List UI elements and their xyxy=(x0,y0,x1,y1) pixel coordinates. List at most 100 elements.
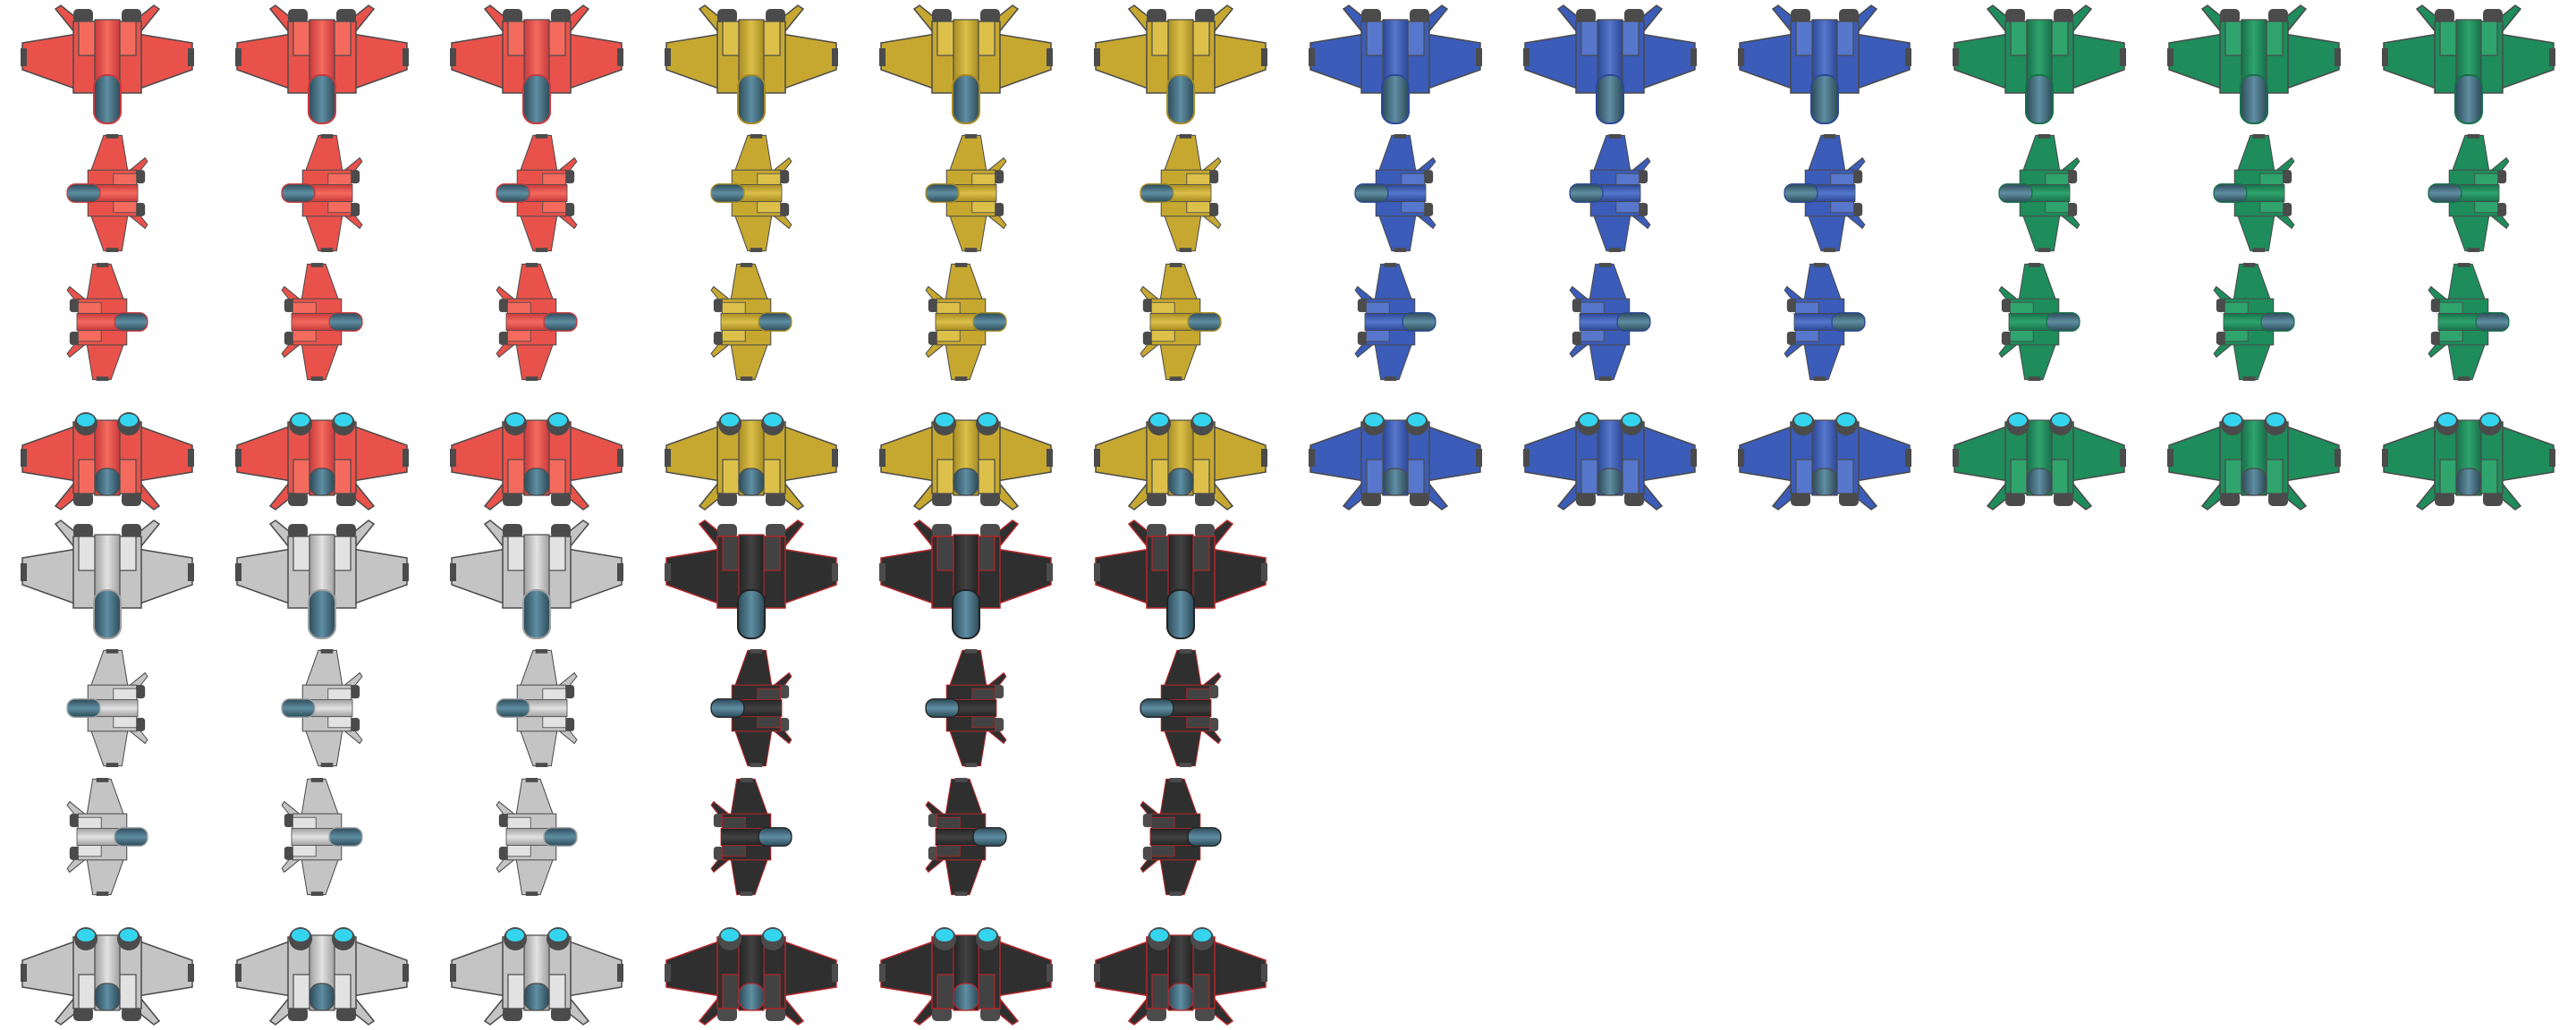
ship-sprite-graphic xyxy=(710,778,792,896)
ship-sprite-red-right-frame-3 xyxy=(429,258,644,386)
ship-sprite-graphic xyxy=(665,519,838,639)
ship-sprite-green-left-frame-1 xyxy=(1932,129,2147,258)
ship-sprite-green-left-frame-3 xyxy=(2361,129,2576,258)
ship-sprite-black-down-frame-1 xyxy=(644,515,859,644)
ship-sprite-gray-right-frame-2 xyxy=(215,772,429,901)
ship-sprite-yellow-right-frame-1 xyxy=(644,258,859,386)
ship-sprite-graphic xyxy=(1523,4,1697,124)
ship-sprite-graphic xyxy=(450,927,623,1026)
ship-sprite-graphic xyxy=(1998,263,2080,381)
ship-sprite-gray-right-frame-1 xyxy=(0,772,215,901)
ship-sprite-graphic xyxy=(925,778,1007,896)
ship-sprite-graphic xyxy=(665,412,838,511)
ship-sprite-graphic xyxy=(496,649,578,767)
ship-sprite-gray-down-frame-2 xyxy=(215,515,429,644)
ship-sprite-gray-up-frame-2 xyxy=(215,901,429,1030)
ship-sprite-graphic xyxy=(1094,519,1267,639)
ship-sprite-yellow-up-frame-1 xyxy=(644,386,859,515)
ship-sprite-graphic xyxy=(450,412,623,511)
ship-sprite-graphic xyxy=(879,412,1053,511)
ship-sprite-graphic xyxy=(710,263,792,381)
ship-sprite-graphic xyxy=(925,649,1007,767)
ship-sprite-red-down-frame-1 xyxy=(0,0,215,129)
ship-sprite-black-up-frame-3 xyxy=(1073,901,1288,1030)
ship-sprite-graphic xyxy=(1140,649,1222,767)
ship-sprite-graphic xyxy=(925,263,1007,381)
ship-sprite-graphic xyxy=(281,649,363,767)
ship-sprite-graphic xyxy=(235,4,409,124)
ship-sprite-graphic xyxy=(450,4,623,124)
ship-sprite-graphic xyxy=(1784,263,1866,381)
ship-sprite-graphic xyxy=(496,134,578,252)
ship-sprite-green-left-frame-2 xyxy=(2147,129,2361,258)
ship-sprite-graphic xyxy=(281,263,363,381)
ship-sprite-graphic xyxy=(2428,134,2510,252)
ship-sprite-graphic xyxy=(1953,412,2126,511)
ship-sprite-graphic xyxy=(1784,134,1866,252)
ship-sprite-green-right-frame-2 xyxy=(2147,258,2361,386)
ship-sprite-gray-down-frame-1 xyxy=(0,515,215,644)
ship-sprite-graphic xyxy=(235,412,409,511)
ship-sprite-green-up-frame-1 xyxy=(1932,386,2147,515)
ship-sprite-graphic xyxy=(1309,4,1482,124)
ship-sprite-blue-right-frame-2 xyxy=(1503,258,1717,386)
ship-sprite-graphic xyxy=(665,4,838,124)
ship-sprite-black-left-frame-3 xyxy=(1073,644,1288,772)
ship-sprite-black-down-frame-3 xyxy=(1073,515,1288,644)
ship-sprite-yellow-down-frame-2 xyxy=(859,0,1073,129)
ship-sprite-graphic xyxy=(66,263,148,381)
ship-sprite-graphic xyxy=(450,519,623,639)
ship-sprite-green-down-frame-2 xyxy=(2147,0,2361,129)
ship-sprite-black-right-frame-2 xyxy=(859,772,1073,901)
ship-sprite-blue-up-frame-3 xyxy=(1717,386,1932,515)
ship-sprite-graphic xyxy=(1569,134,1651,252)
ship-sprite-red-left-frame-2 xyxy=(215,129,429,258)
ship-sprite-graphic xyxy=(1738,412,1911,511)
ship-sprite-graphic xyxy=(1094,412,1267,511)
ship-sprite-graphic xyxy=(1738,4,1911,124)
ship-sprite-graphic xyxy=(710,134,792,252)
ship-sprite-blue-right-frame-3 xyxy=(1717,258,1932,386)
ship-sprite-yellow-left-frame-2 xyxy=(859,129,1073,258)
ship-sprite-red-down-frame-2 xyxy=(215,0,429,129)
ship-sprite-yellow-right-frame-2 xyxy=(859,258,1073,386)
ship-sprite-black-up-frame-1 xyxy=(644,901,859,1030)
ship-sprite-graphic xyxy=(1953,4,2126,124)
ship-sprite-red-right-frame-1 xyxy=(0,258,215,386)
ship-sprite-black-right-frame-1 xyxy=(644,772,859,901)
ship-sprite-yellow-down-frame-3 xyxy=(1073,0,1288,129)
ship-sprite-black-right-frame-3 xyxy=(1073,772,1288,901)
ship-sprite-graphic xyxy=(879,927,1053,1026)
ship-sprite-black-left-frame-1 xyxy=(644,644,859,772)
ship-sprite-graphic xyxy=(2213,134,2295,252)
ship-sprite-graphic xyxy=(66,778,148,896)
ship-sprite-black-down-frame-2 xyxy=(859,515,1073,644)
ship-sprite-blue-down-frame-3 xyxy=(1717,0,1932,129)
ship-sprite-green-up-frame-3 xyxy=(2361,386,2576,515)
ship-sprite-green-right-frame-1 xyxy=(1932,258,2147,386)
ship-sprite-graphic xyxy=(21,4,194,124)
ship-sprite-green-down-frame-1 xyxy=(1932,0,2147,129)
ship-sprite-graphic xyxy=(1309,412,1482,511)
ship-sprite-green-up-frame-2 xyxy=(2147,386,2361,515)
ship-sprite-red-right-frame-2 xyxy=(215,258,429,386)
ship-sprite-red-up-frame-1 xyxy=(0,386,215,515)
ship-sprite-graphic xyxy=(1569,263,1651,381)
ship-sprite-yellow-left-frame-1 xyxy=(644,129,859,258)
ship-sprite-graphic xyxy=(1140,134,1222,252)
ship-sprite-graphic xyxy=(496,263,578,381)
ship-sprite-graphic xyxy=(66,649,148,767)
ship-sprite-graphic xyxy=(2167,4,2341,124)
ship-sprite-black-left-frame-2 xyxy=(859,644,1073,772)
ship-sprite-graphic xyxy=(1998,134,2080,252)
ship-sprite-yellow-up-frame-2 xyxy=(859,386,1073,515)
ship-sprite-graphic xyxy=(1354,134,1436,252)
ship-sprite-graphic xyxy=(21,927,194,1026)
ship-sprite-gray-left-frame-3 xyxy=(429,644,644,772)
ship-sprite-red-left-frame-1 xyxy=(0,129,215,258)
ship-sprite-blue-left-frame-1 xyxy=(1288,129,1503,258)
ship-sprite-yellow-left-frame-3 xyxy=(1073,129,1288,258)
ship-sprite-graphic xyxy=(235,519,409,639)
ship-sprite-blue-left-frame-3 xyxy=(1717,129,1932,258)
ship-sprite-blue-left-frame-2 xyxy=(1503,129,1717,258)
